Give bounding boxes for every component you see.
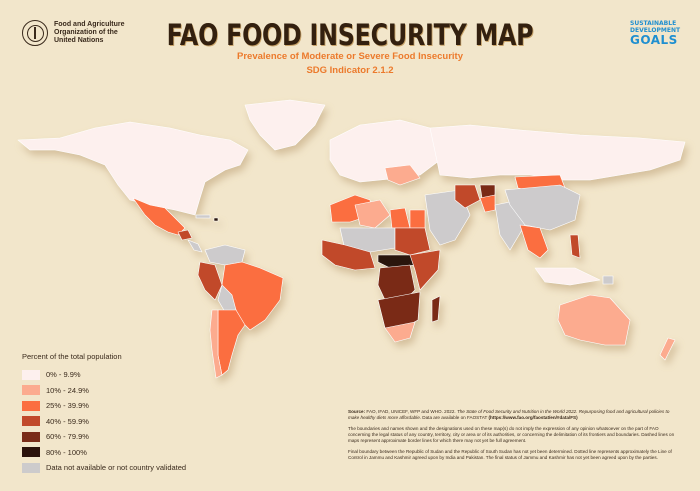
source-tail: Data are available on FAOSTAT <box>421 415 489 420</box>
legend-item-5: 80% - 100% <box>22 445 186 461</box>
region-north-america <box>17 121 249 216</box>
country-pakistan <box>479 194 496 213</box>
legend-label: 10% - 24.9% <box>46 385 89 395</box>
country-egypt <box>409 209 426 229</box>
legend-item-4: 60% - 79.9% <box>22 429 186 445</box>
country-australia <box>557 294 631 346</box>
subtitle: Prevalence of Moderate or Severe Food In… <box>237 51 463 62</box>
legend-swatch <box>22 369 40 380</box>
legend-item-6: Data not available or not country valida… <box>22 460 186 476</box>
boundary-note: Final boundary between the Republic of S… <box>348 449 672 460</box>
region-europe <box>329 119 441 183</box>
legend-label: 60% - 79.9% <box>46 432 89 442</box>
source-text: FAO, IFAD, UNICEF, WFP and WHO. 2022. <box>365 409 457 414</box>
country-sudan <box>394 227 431 256</box>
legend-label: 0% - 9.9% <box>46 370 81 380</box>
country-algeria <box>354 199 391 229</box>
footnotes: Source: FAO, IFAD, UNICEF, WFP and WHO. … <box>348 409 678 466</box>
fao-org-block: Food and Agriculture Organization of the… <box>22 20 125 46</box>
legend-swatch <box>22 416 40 427</box>
org-name: Food and Agriculture Organization of the… <box>54 21 125 45</box>
country-south-africa <box>384 321 416 343</box>
page-title: FAO FOOD INSECURITY MAP <box>166 18 534 52</box>
region-southeast-asia <box>519 224 549 259</box>
legend-item-1: 10% - 24.9% <box>22 383 186 399</box>
org-name-line3: United Nations <box>54 37 104 44</box>
country-iran <box>454 184 481 209</box>
source-publication: The State of Food Security and Nutrition… <box>348 409 670 420</box>
region-east-africa <box>409 249 441 291</box>
legend-title: Percent of the total population <box>22 352 122 361</box>
legend-item-3: 40% - 59.9% <box>22 414 186 430</box>
country-argentina <box>217 309 246 376</box>
legend-label: 80% - 100% <box>46 447 87 457</box>
org-name-line1: Food and Agriculture <box>54 21 125 28</box>
legend-label: 25% - 39.9% <box>46 401 89 411</box>
disclaimer: The boundaries and names shown and the d… <box>348 426 675 443</box>
country-papua-new-guinea <box>602 275 614 285</box>
world-map <box>17 99 686 379</box>
legend-swatch <box>22 385 40 396</box>
country-new-zealand <box>659 337 676 361</box>
source-label: Source: <box>348 409 366 414</box>
country-philippines <box>569 234 581 259</box>
sdg-line1: SUSTAINABLE <box>630 20 677 27</box>
legend-label: Data not available or not country valida… <box>46 463 187 473</box>
country-russia <box>429 124 686 181</box>
legend-swatch <box>22 431 40 442</box>
legend-swatch <box>22 400 40 411</box>
region-greenland <box>244 99 326 151</box>
region-west-africa <box>321 239 376 271</box>
region-balkans <box>384 164 421 186</box>
country-cuba <box>195 214 211 219</box>
legend: Percent of the total population 0% - 9.9… <box>22 352 186 476</box>
legend-swatch <box>22 447 40 458</box>
legend-swatch <box>22 462 40 473</box>
region-north-south-america <box>204 244 246 266</box>
country-china <box>504 184 581 231</box>
country-libya <box>389 207 411 229</box>
source-url: (https://www.fao.org/faostat/en/#data/FS… <box>488 415 578 420</box>
legend-item-2: 25% - 39.9% <box>22 398 186 414</box>
country-haiti <box>213 217 219 222</box>
sdg-logo: SUSTAINABLE DEVELOPMENT GOALS <box>630 20 680 46</box>
legend-item-0: 0% - 9.9% <box>22 367 186 383</box>
sdg-line2: DEVELOPMENT <box>630 27 681 34</box>
country-indonesia <box>534 267 601 286</box>
indicator-label: SDG Indicator 2.1.2 <box>306 65 394 76</box>
country-peru <box>197 261 223 301</box>
country-chile <box>209 309 223 379</box>
country-madagascar <box>431 295 441 323</box>
org-name-line2: Organization of the <box>54 29 118 36</box>
source-note: Source: FAO, IFAD, UNICEF, WFP and WHO. … <box>348 409 678 421</box>
country-guatemala <box>177 229 193 241</box>
legend-label: 40% - 59.9% <box>46 416 89 426</box>
region-central-america <box>187 239 203 253</box>
fao-logo-icon <box>22 20 48 46</box>
sdg-line3: GOALS <box>630 33 678 47</box>
